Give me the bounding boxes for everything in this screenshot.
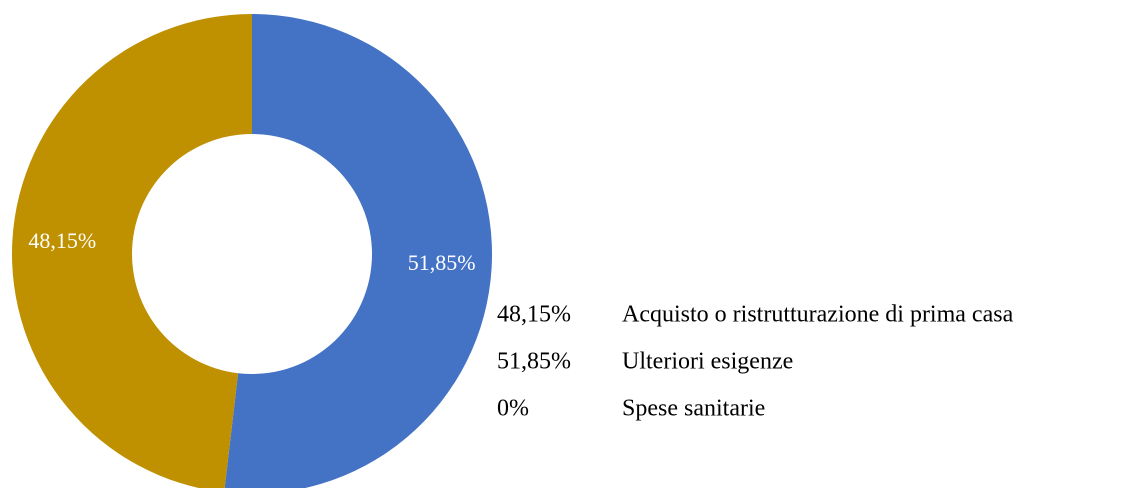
- legend-label: Acquisto o ristrutturazione di prima cas…: [622, 302, 1014, 328]
- donut-slice: [12, 14, 252, 488]
- slice-label: 51,85%: [408, 250, 476, 275]
- legend-label: Ulteriori esigenze: [622, 349, 793, 375]
- legend-value: 48,15%: [497, 302, 571, 328]
- legend-label: Spese sanitarie: [622, 396, 765, 422]
- legend-value: 51,85%: [497, 349, 571, 375]
- slice-label: 48,15%: [28, 228, 96, 253]
- legend-value: 0%: [497, 396, 529, 422]
- donut-slice: [224, 14, 492, 488]
